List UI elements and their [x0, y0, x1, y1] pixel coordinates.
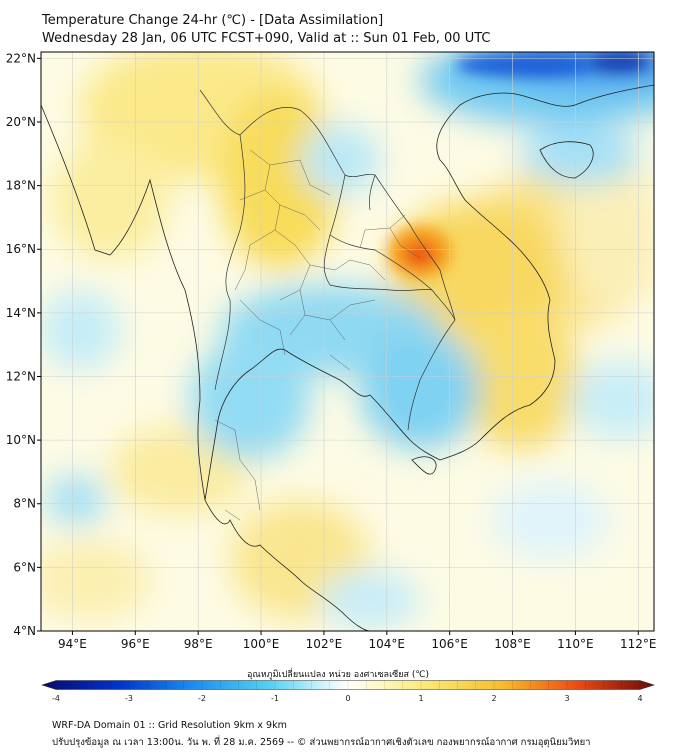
lon-tick-label: 106°E	[431, 637, 468, 651]
colorbar-tick-label: 0	[345, 694, 350, 703]
longitude-axis: 94°E 96°E 98°E 100°E 102°E 104°E 106°E 108°E 110…	[58, 631, 657, 651]
lat-tick-label: 22°N	[6, 51, 36, 65]
colorbar-gradient	[41, 680, 655, 690]
colorbar-tick-label: -4	[52, 694, 60, 703]
footer-model-info: WRF-DA Domain 01 :: Grid Resolution 9km …	[52, 720, 287, 731]
lat-tick-label: 8°N	[13, 497, 36, 511]
temperature-field	[41, 52, 654, 631]
lon-tick-label: 102°E	[306, 637, 343, 651]
footer-credit: ปรับปรุงข้อมูล ณ เวลา 13:00น. วัน พ. ที่…	[52, 737, 591, 748]
coastlines	[41, 84, 654, 631]
map-title: Temperature Change 24-hr (℃) - [Data Ass…	[42, 13, 384, 28]
country-borders	[199, 89, 456, 431]
lon-tick-label: 104°E	[369, 637, 406, 651]
lon-tick-label: 98°E	[184, 637, 213, 651]
lat-tick-label: 20°N	[6, 115, 36, 129]
lon-tick-label: 112°E	[620, 637, 657, 651]
lat-tick-label: 18°N	[6, 179, 36, 193]
graticule	[41, 52, 654, 631]
colorbar-label: อุณหภูมิเปลี่ยนแปลง หน่วย องศาเซลเซียส (…	[246, 670, 430, 680]
colorbar-tick-label: -1	[271, 694, 279, 703]
lat-tick-label: 16°N	[6, 242, 36, 256]
colorbar-tick-label: 2	[491, 694, 496, 703]
lon-tick-label: 108°E	[494, 637, 531, 651]
colorbar-tick-label: -3	[125, 694, 133, 703]
province-boundaries	[214, 149, 421, 521]
colorbar-tick-label: 4	[637, 694, 642, 703]
colorbar-ticks: -4 -3 -2 -1 0 1 2 3 4	[52, 680, 643, 703]
lon-tick-label: 110°E	[557, 637, 594, 651]
lat-tick-label: 4°N	[13, 624, 36, 638]
lat-tick-label: 10°N	[6, 433, 36, 447]
colorbar-tick-label: -2	[198, 694, 206, 703]
latitude-axis: 22°N 20°N 18°N 16°N 14°N 12°N 10°N 8°N 6°N 4°N	[6, 51, 41, 638]
map-subtitle: Wednesday 28 Jan, 06 UTC FCST+090, Valid…	[42, 31, 491, 46]
plot-frame	[40, 51, 655, 632]
colorbar-tick-label: 1	[418, 694, 423, 703]
colorbar: -4 -3 -2 -1 0 1 2 3 4	[41, 680, 655, 703]
lon-tick-label: 96°E	[121, 637, 150, 651]
lat-tick-label: 6°N	[13, 560, 36, 574]
lat-tick-label: 12°N	[6, 369, 36, 383]
colorbar-tick-label: 3	[564, 694, 569, 703]
lon-tick-label: 100°E	[243, 637, 280, 651]
lon-tick-label: 94°E	[58, 637, 87, 651]
lat-tick-label: 14°N	[6, 306, 36, 320]
